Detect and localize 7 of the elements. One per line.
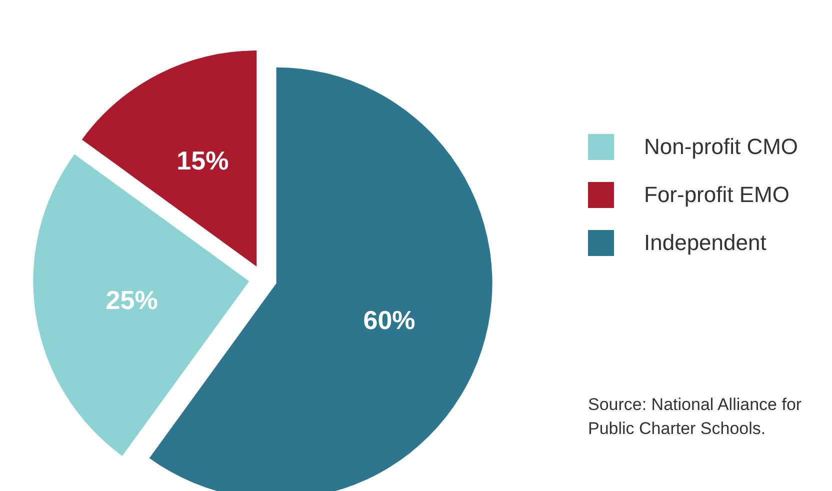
legend-label: Non-profit CMO (644, 134, 798, 160)
legend-label: For-profit EMO (644, 182, 790, 208)
source-note: Source: National Alliance for Public Charter Schools. (588, 394, 803, 440)
data-label: 25% (106, 284, 158, 315)
legend-label: Independent (644, 230, 766, 256)
data-label: 60% (363, 305, 416, 336)
data-label: 15% (176, 146, 229, 176)
